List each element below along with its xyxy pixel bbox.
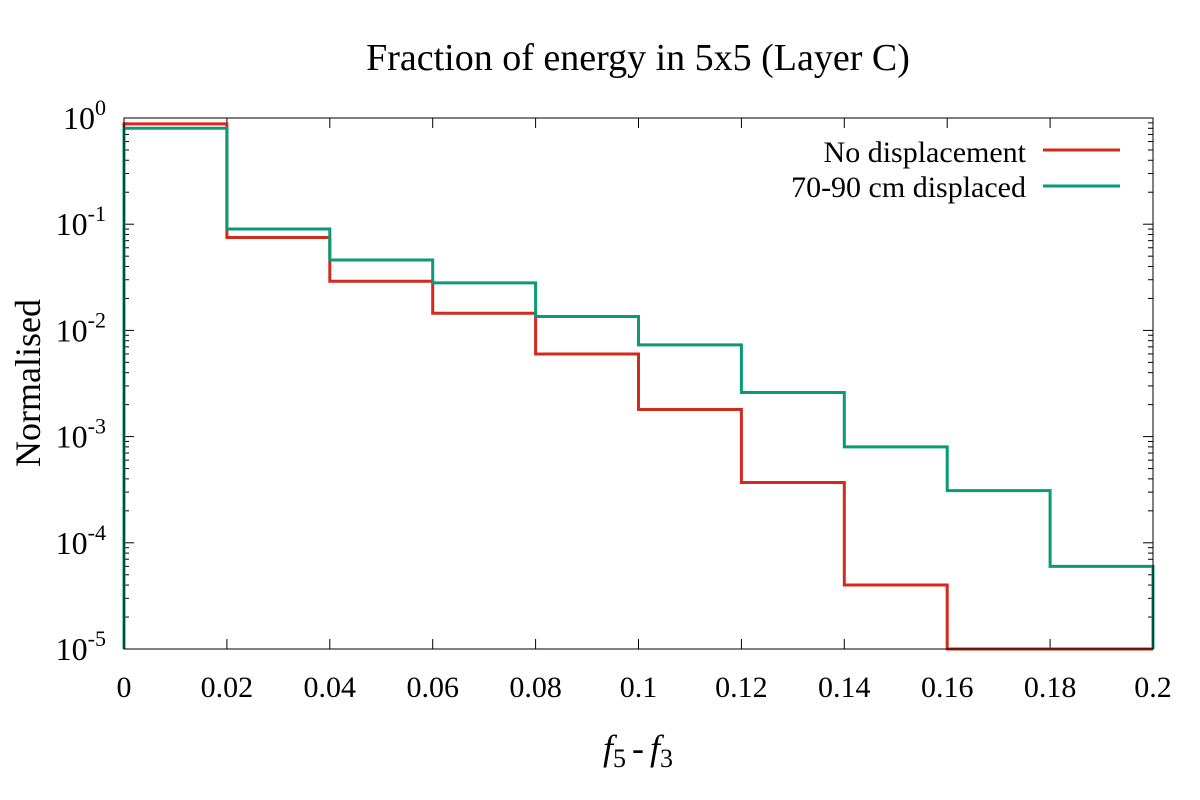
series-line-0 — [122, 122, 1153, 651]
x-tick-label: 0.02 — [201, 671, 254, 704]
legend-label-1: 70-90 cm displaced — [791, 171, 1026, 204]
x-tick-label: 0.18 — [1024, 671, 1077, 704]
x-tick-label: 0.08 — [509, 671, 562, 704]
chart-title: Fraction of energy in 5x5 (Layer C) — [366, 37, 910, 79]
y-axis-label: Normalised — [8, 299, 48, 467]
series-line-1 — [122, 126, 1155, 649]
x-tick-label: 0.12 — [715, 671, 768, 704]
y-tick-label: 10-5 — [56, 626, 106, 667]
x-tick-labels: 0 0.02 0.04 0.06 0.08 0.1 0.12 0.14 0.16 0.18 0.2 — [117, 671, 1172, 704]
x-tick-label: 0 — [117, 671, 132, 704]
y-tick-labels: 100 10-1 10-2 10-3 10-4 10-5 — [56, 95, 106, 667]
x-tick-label: 0.16 — [921, 671, 974, 704]
y-tick-label: 10-2 — [56, 307, 106, 348]
plot-frame — [123, 117, 1154, 650]
x-label-minus: - — [632, 728, 644, 768]
x-tick-label: 0.04 — [304, 671, 357, 704]
x-label-sub1: 5 — [613, 744, 626, 773]
x-tick-label: 0.06 — [406, 671, 459, 704]
y-tick-label: 10-4 — [56, 520, 106, 561]
x-tick-label: 0.14 — [818, 671, 871, 704]
x-tick-label: 0.1 — [620, 671, 658, 704]
x-tick-label: 0.2 — [1134, 671, 1172, 704]
plot-area — [122, 117, 1155, 651]
y-tick-label: 10-1 — [56, 201, 106, 242]
x-label-sub2: 3 — [660, 744, 673, 773]
series-group — [122, 122, 1155, 651]
y-tick-label: 10-3 — [56, 414, 106, 455]
y-tick-label: 100 — [63, 95, 106, 136]
x-axis-label: f5- f3 — [603, 728, 673, 773]
legend-label-0: No displacement — [824, 136, 1027, 169]
legend: No displacement 70-90 cm displaced — [791, 136, 1120, 204]
